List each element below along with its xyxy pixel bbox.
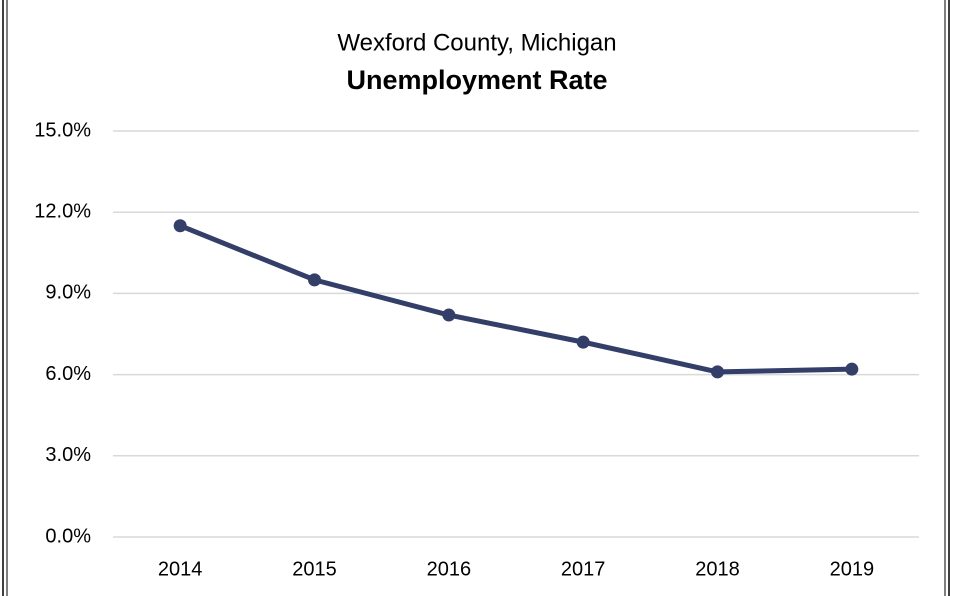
y-tick-label: 9.0% bbox=[45, 282, 91, 304]
x-tick-label: 2015 bbox=[292, 558, 337, 580]
y-tick-label: 15.0% bbox=[34, 119, 91, 141]
chart-subtitle: Unemployment Rate bbox=[346, 65, 607, 95]
marker bbox=[576, 335, 590, 349]
marker bbox=[711, 365, 724, 379]
y-tick-label: 3.0% bbox=[45, 444, 91, 466]
line bbox=[179, 223, 852, 375]
y-tick-label: 12.0% bbox=[34, 200, 91, 222]
chart-title: Wexford County, Michigan bbox=[337, 29, 616, 56]
x-tick-label: 2017 bbox=[561, 558, 606, 580]
x-tick-label: 2014 bbox=[158, 558, 203, 580]
x-tick-label: 2016 bbox=[427, 558, 472, 580]
y-tick-label: 6.0% bbox=[45, 363, 91, 385]
x-tick-label: 2019 bbox=[830, 558, 875, 580]
marker bbox=[173, 219, 187, 233]
x-tick-label: 2018 bbox=[695, 558, 740, 580]
marker bbox=[308, 273, 321, 287]
marker bbox=[845, 362, 859, 376]
marker bbox=[442, 308, 456, 322]
chart-border-inner bbox=[6, 0, 946, 596]
y-tick-label: 0.0% bbox=[45, 525, 91, 547]
